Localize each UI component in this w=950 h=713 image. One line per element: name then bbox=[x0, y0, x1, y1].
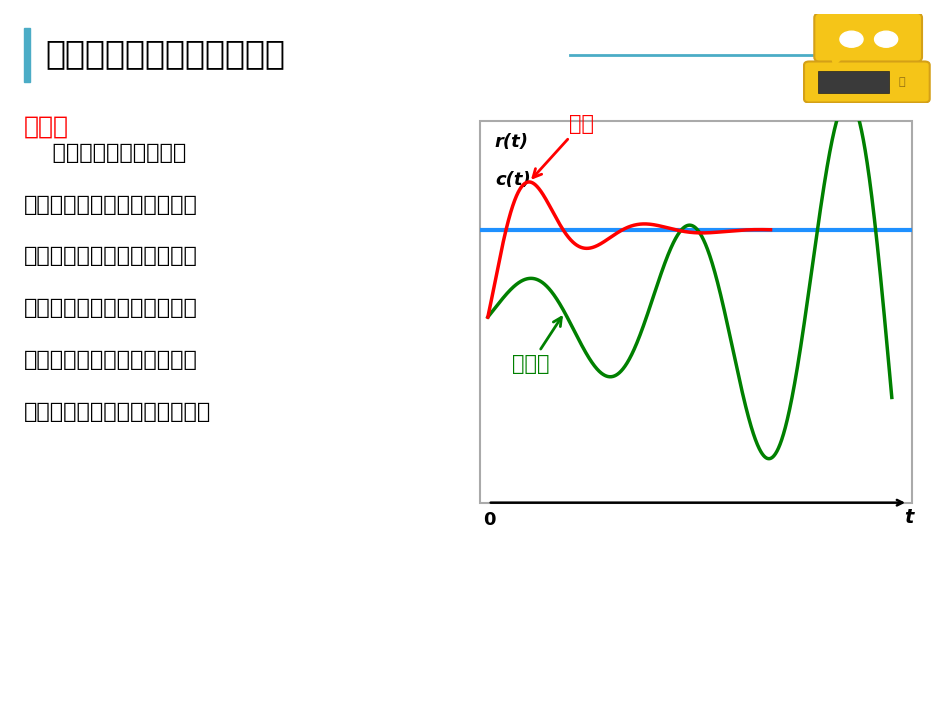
Text: 稳定性: 稳定性 bbox=[24, 114, 68, 138]
Text: r(t): r(t) bbox=[495, 133, 529, 150]
FancyBboxPatch shape bbox=[814, 12, 922, 63]
Text: 回到原来的平衡状态，则称该: 回到原来的平衡状态，则称该 bbox=[24, 350, 198, 370]
Bar bbox=[818, 71, 888, 93]
Text: 一个处于某平衡状态的: 一个处于某平衡状态的 bbox=[24, 143, 186, 163]
Text: 下偏离了原来的平衡状态，而: 下偏离了原来的平衡状态，而 bbox=[24, 247, 198, 267]
Polygon shape bbox=[831, 57, 844, 68]
Text: t: t bbox=[903, 508, 913, 528]
Text: 线性定常系统，若在外部作用: 线性定常系统，若在外部作用 bbox=[24, 195, 198, 215]
Text: c(t): c(t) bbox=[495, 171, 531, 189]
Text: 当外部作用消失后，系统仍能: 当外部作用消失后，系统仍能 bbox=[24, 298, 198, 319]
Circle shape bbox=[840, 31, 863, 47]
Circle shape bbox=[875, 31, 898, 47]
Text: 系统稳定的充分与必要条件: 系统稳定的充分与必要条件 bbox=[46, 37, 286, 71]
Bar bbox=[24, 28, 30, 83]
Text: 0: 0 bbox=[483, 511, 496, 529]
Text: 👤: 👤 bbox=[898, 77, 904, 87]
FancyBboxPatch shape bbox=[804, 61, 930, 103]
Text: 系统是稳定的，否则为不稳定。: 系统是稳定的，否则为不稳定。 bbox=[24, 402, 211, 422]
Text: 稳定: 稳定 bbox=[533, 114, 594, 178]
Text: 不稳定: 不稳定 bbox=[512, 317, 561, 374]
